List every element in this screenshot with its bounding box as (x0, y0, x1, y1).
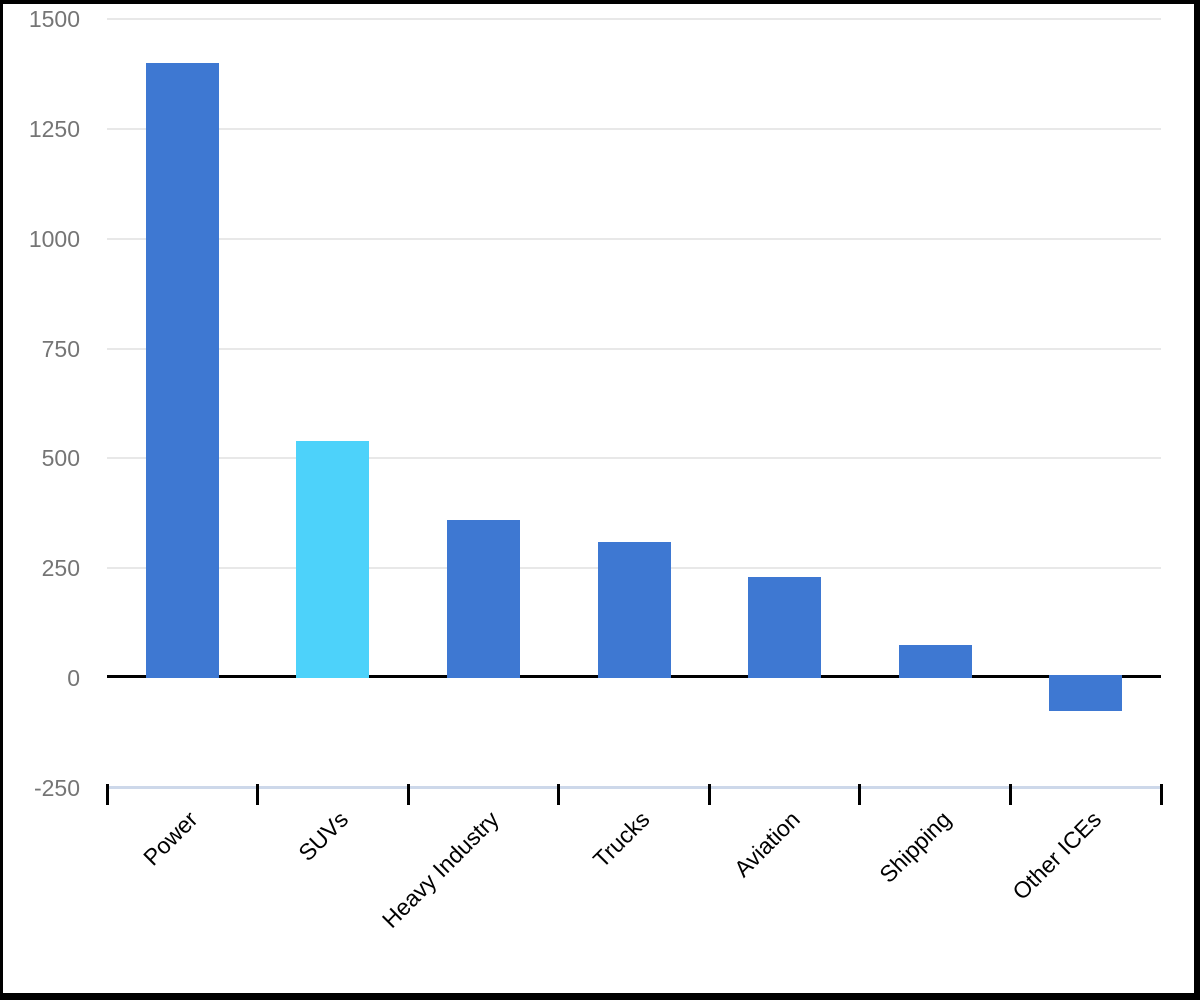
bar-heavy-industry (446, 519, 520, 678)
y-axis-tick-label: 250 (41, 555, 80, 582)
bar-shipping (898, 645, 972, 678)
y-axis-tick-label: 1000 (28, 225, 80, 252)
x-axis-tick-label: SUVs (293, 806, 354, 866)
bar-aviation (748, 576, 822, 678)
x-axis-tick (707, 784, 711, 805)
x-axis-tick-label: Other ICEs (1007, 806, 1107, 905)
x-axis-tick (557, 784, 561, 805)
y-axis-tick-label: 500 (41, 445, 80, 472)
bar-trucks (597, 541, 671, 678)
y-axis-tick-label: 1500 (28, 6, 80, 33)
x-axis-line (107, 786, 1161, 789)
x-axis-tick-label: Shipping (873, 806, 956, 888)
x-axis-tick-label: Aviation (729, 806, 805, 882)
x-axis-tick (406, 784, 410, 805)
x-axis-tick (256, 784, 260, 805)
bar-power (145, 63, 219, 678)
gridline-1500 (107, 18, 1161, 21)
x-axis-tick-label: Power (138, 806, 203, 871)
x-axis-tick-label: Heavy Industry (376, 806, 504, 933)
gridline-500 (107, 457, 1161, 460)
y-axis-tick-label: 0 (67, 665, 80, 691)
bar-suvs (296, 440, 370, 678)
x-axis-tick (1159, 784, 1163, 805)
x-axis-tick (858, 784, 862, 805)
gridline-1000 (107, 237, 1161, 240)
bar-other-ices (1049, 675, 1123, 711)
y-axis-tick-label: -250 (33, 774, 80, 801)
gridline-750 (107, 347, 1161, 350)
y-axis-tick-label: 1250 (28, 116, 80, 142)
x-axis-tick-label: Trucks (587, 806, 655, 873)
y-axis-tick-label: 750 (41, 335, 80, 362)
x-axis-tick (105, 784, 109, 805)
x-axis-tick (1008, 784, 1012, 805)
gridline-1250 (107, 128, 1161, 130)
